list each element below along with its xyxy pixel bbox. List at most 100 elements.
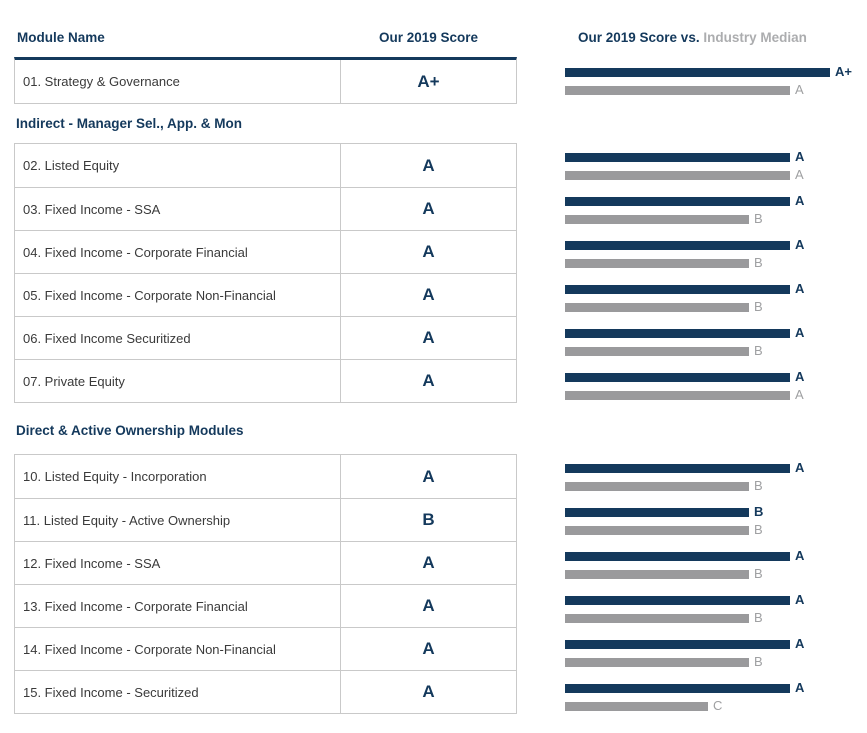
our-score-bar-label: A bbox=[795, 592, 805, 607]
industry-median-bar-label: B bbox=[754, 654, 763, 669]
our-score-bar-label: A bbox=[795, 149, 805, 164]
industry-median-bar-line: B bbox=[565, 523, 865, 536]
score-cell: B bbox=[422, 510, 435, 529]
module-name-cell: 03. Fixed Income - SSA bbox=[15, 188, 341, 230]
table-row: 06. Fixed Income Securitized A bbox=[15, 316, 516, 359]
our-score-bar bbox=[565, 328, 790, 338]
table-row: 04. Fixed Income - Corporate Financial A bbox=[15, 230, 516, 273]
table-row: 12. Fixed Income - SSA A bbox=[15, 541, 516, 584]
industry-median-bar bbox=[565, 346, 749, 356]
module-name-cell: 11. Listed Equity - Active Ownership bbox=[15, 499, 341, 541]
our-score-bar bbox=[565, 507, 749, 517]
module-name-cell: 07. Private Equity bbox=[15, 360, 341, 402]
section-heading: Indirect - Manager Sel., App. & Mon bbox=[16, 116, 243, 131]
industry-median-bar-line: A bbox=[565, 387, 865, 402]
industry-median-bar bbox=[565, 170, 790, 180]
column-header-score-vs-median: Our 2019 Score vs. Industry Median bbox=[578, 30, 807, 45]
industry-median-bar bbox=[565, 85, 790, 95]
column-header-our-score: Our 2019 Score bbox=[378, 30, 479, 45]
industry-median-bar-label: A bbox=[795, 167, 804, 182]
industry-median-bar-label: B bbox=[754, 255, 763, 270]
industry-median-bar bbox=[565, 701, 708, 711]
module-name-cell: 10. Listed Equity - Incorporation bbox=[15, 455, 341, 498]
table-row: 15. Fixed Income - Securitized A bbox=[15, 670, 516, 713]
our-score-bar bbox=[565, 67, 830, 77]
industry-median-bar bbox=[565, 657, 749, 667]
our-score-bar-line: A bbox=[565, 370, 865, 383]
industry-median-bar-line: B bbox=[565, 478, 865, 493]
our-score-bar-label: A bbox=[795, 237, 805, 252]
our-score-bar bbox=[565, 372, 790, 382]
industry-median-bar-label: B bbox=[754, 566, 763, 581]
table-row: 05. Fixed Income - Corporate Non-Financi… bbox=[15, 273, 516, 316]
module-name-cell: 12. Fixed Income - SSA bbox=[15, 542, 341, 584]
our-score-bar-line: A bbox=[565, 549, 865, 562]
our-score-bar bbox=[565, 240, 790, 250]
industry-median-bar-label: A bbox=[795, 82, 804, 97]
our-score-bar bbox=[565, 639, 790, 649]
our-score-bar-label: A bbox=[795, 680, 805, 695]
industry-median-bar bbox=[565, 481, 749, 491]
module-table: 10. Listed Equity - Incorporation A 11. Li… bbox=[14, 454, 517, 714]
module-name-cell: 02. Listed Equity bbox=[15, 144, 341, 187]
our-score-bar bbox=[565, 595, 790, 605]
industry-median-bar bbox=[565, 302, 749, 312]
module-name-cell: 06. Fixed Income Securitized bbox=[15, 317, 341, 359]
score-cell: A bbox=[422, 328, 435, 347]
score-bar-group: A+ A bbox=[565, 59, 865, 103]
table-row: 14. Fixed Income - Corporate Non-Financi… bbox=[15, 627, 516, 670]
our-score-bar-label: B bbox=[754, 504, 764, 519]
industry-median-bar-label: C bbox=[713, 698, 723, 713]
industry-median-bar bbox=[565, 258, 749, 268]
industry-median-bar-label: B bbox=[754, 610, 763, 625]
module-table: 02. Listed Equity A 03. Fixed Income - SSA… bbox=[14, 143, 517, 403]
industry-median-bar-line: B bbox=[565, 212, 865, 225]
module-name-cell: 01. Strategy & Governance bbox=[15, 60, 341, 103]
our-score-bar bbox=[565, 551, 790, 561]
our-score-bar-label: A bbox=[795, 193, 805, 208]
our-score-bar-label: A bbox=[795, 460, 805, 475]
our-score-bar-line: A bbox=[565, 460, 865, 475]
table-row: 02. Listed Equity A bbox=[15, 144, 516, 187]
score-cell: A bbox=[422, 639, 435, 658]
section-heading: Direct & Active Ownership Modules bbox=[16, 423, 244, 438]
module-name-cell: 04. Fixed Income - Corporate Financial bbox=[15, 231, 341, 273]
our-score-bar-label: A bbox=[795, 636, 805, 651]
our-score-bar-line: A bbox=[565, 237, 865, 252]
module-name-cell: 13. Fixed Income - Corporate Financial bbox=[15, 585, 341, 627]
score-cell: A+ bbox=[417, 71, 440, 91]
our-score-bar bbox=[565, 196, 790, 206]
score-cell: A bbox=[422, 155, 435, 175]
bar-pair-row: A+ A bbox=[565, 59, 865, 103]
our-score-bar-label: A bbox=[795, 281, 805, 296]
column-header-vs-prefix: Our 2019 Score vs. bbox=[578, 30, 700, 45]
our-score-bar-line: A bbox=[565, 193, 865, 208]
column-header-module-name: Module Name bbox=[17, 30, 105, 45]
score-cell: A bbox=[422, 553, 435, 572]
score-cell: A bbox=[422, 242, 435, 261]
industry-median-bar-label: B bbox=[754, 478, 763, 493]
our-score-bar-line: B bbox=[565, 504, 865, 519]
table-row: 01. Strategy & Governance A+ bbox=[15, 60, 516, 103]
industry-median-bar bbox=[565, 525, 749, 535]
our-score-bar-line: A bbox=[565, 149, 865, 164]
table-row: 13. Fixed Income - Corporate Financial A bbox=[15, 584, 516, 627]
table-row: 07. Private Equity A bbox=[15, 359, 516, 402]
score-cell: A bbox=[422, 596, 435, 615]
our-score-bar-line: A bbox=[565, 326, 865, 339]
industry-median-bar-label: A bbox=[795, 387, 804, 402]
industry-median-bar bbox=[565, 569, 749, 579]
industry-median-bar-label: B bbox=[754, 343, 763, 358]
industry-median-bar-line: C bbox=[565, 698, 865, 713]
our-score-bar-label: A+ bbox=[835, 64, 852, 79]
